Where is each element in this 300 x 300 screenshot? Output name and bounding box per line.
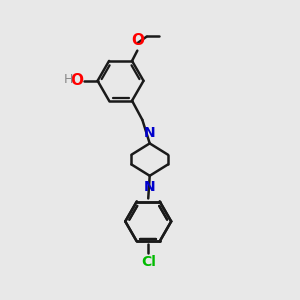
Text: H: H bbox=[64, 74, 73, 86]
Text: Cl: Cl bbox=[141, 255, 156, 269]
Text: O: O bbox=[71, 73, 84, 88]
Text: N: N bbox=[144, 180, 155, 194]
Text: O: O bbox=[131, 33, 144, 48]
Text: N: N bbox=[144, 126, 155, 140]
